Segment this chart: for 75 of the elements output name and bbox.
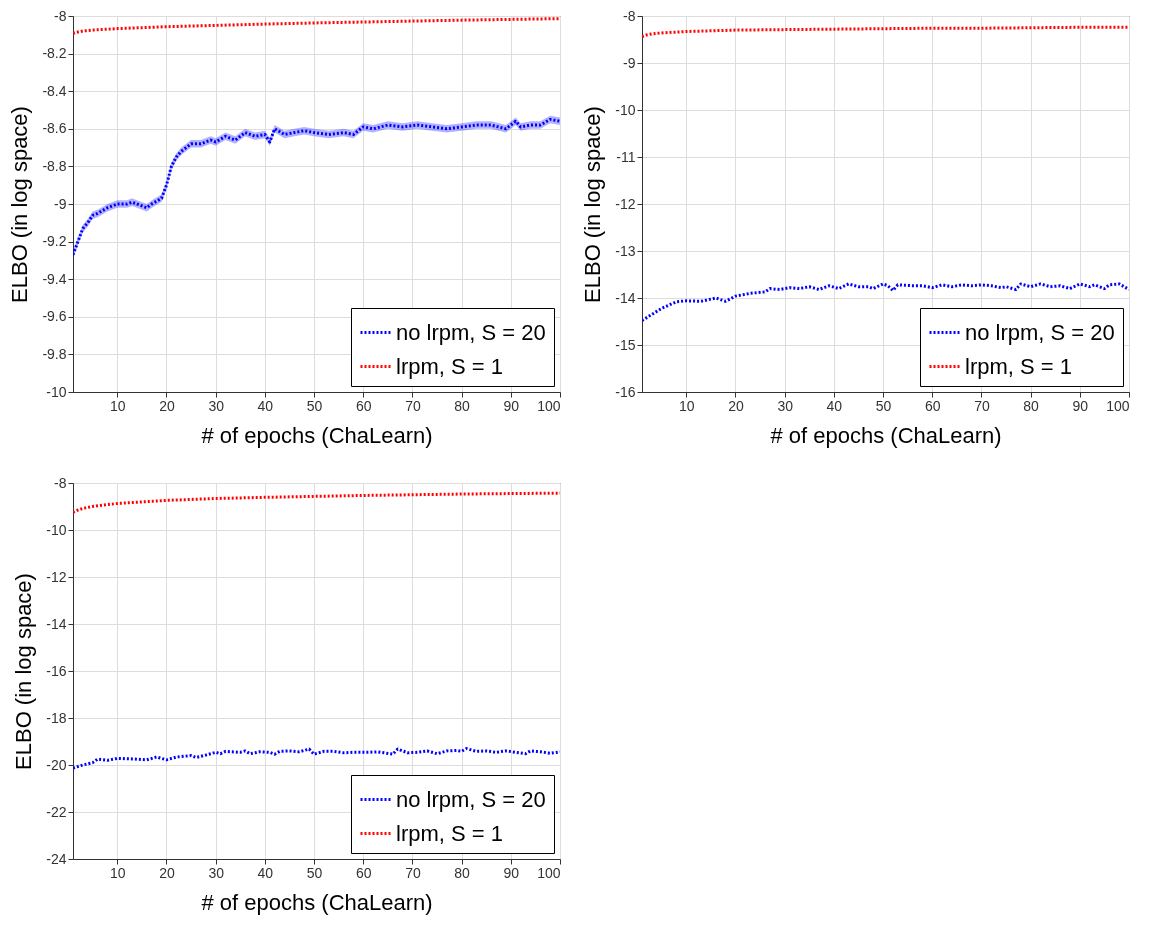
legend-label: no lrpm, S = 20 (396, 319, 546, 345)
y-tick-label: -15 (615, 336, 636, 353)
y-tick-label: -8.8 (42, 157, 67, 174)
x-tick-label: 90 (503, 864, 520, 881)
x-tick-label: 10 (109, 864, 126, 881)
y-tick-label: -9 (54, 195, 67, 212)
y-tick-label: -16 (46, 662, 67, 679)
x-tick-label: 60 (355, 864, 372, 881)
x-axis-title: # of epochs (ChaLearn) (770, 422, 1002, 448)
y-tick-label: -13 (615, 242, 636, 259)
y-tick-label: -24 (46, 850, 67, 867)
y-tick-label: -18 (46, 709, 67, 726)
x-tick-label: 50 (306, 864, 323, 881)
x-tick-label: 20 (159, 397, 175, 414)
y-tick-label: -16 (615, 383, 636, 400)
x-tick-label: 40 (826, 397, 843, 414)
y-tick-label: -8 (623, 7, 636, 24)
x-axis-title: # of epochs (ChaLearn) (201, 889, 433, 915)
x-tick-label: 40 (257, 397, 274, 414)
x-tick-label: 100 (537, 864, 561, 881)
x-tick-label: 30 (208, 864, 225, 881)
x-tick-label: 80 (454, 397, 471, 414)
y-tick-label: -10 (615, 101, 636, 118)
legend-label: lrpm, S = 1 (396, 820, 503, 846)
x-tick-label: 50 (306, 397, 323, 414)
x-tick-label: 50 (875, 397, 892, 414)
y-tick-label: -8.6 (42, 120, 67, 137)
line-series (642, 282, 1129, 323)
y-tick-label: -8.4 (42, 82, 67, 99)
y-axis-title: ELBO (in log space) (11, 573, 37, 770)
y-tick-label: -9.4 (42, 270, 67, 287)
y-tick-label: -8 (54, 7, 67, 24)
line-series (73, 747, 560, 770)
x-tick-label: 90 (1072, 397, 1089, 414)
y-tick-label: -9.2 (42, 233, 67, 250)
x-tick-label: 60 (355, 397, 372, 414)
x-tick-label: 20 (728, 397, 744, 414)
x-tick-label: 100 (1106, 397, 1130, 414)
y-tick-label: -9.6 (42, 308, 67, 325)
x-tick-label: 10 (109, 397, 126, 414)
y-tick-label: -12 (615, 195, 636, 212)
y-tick-label: -8 (54, 474, 67, 491)
y-tick-label: -14 (46, 615, 67, 632)
y-tick-label: -8.2 (42, 45, 67, 62)
x-tick-label: 20 (159, 864, 175, 881)
x-axis-title: # of epochs (ChaLearn) (201, 422, 433, 448)
x-tick-label: 30 (208, 397, 225, 414)
x-tick-label: 70 (405, 397, 421, 414)
legend-label: no lrpm, S = 20 (965, 319, 1115, 345)
line-series (73, 491, 560, 514)
y-axis-title: ELBO (in log space) (7, 106, 33, 303)
y-tick-label: -9.8 (42, 345, 67, 362)
y-tick-label: -20 (46, 756, 67, 773)
y-tick-label: -10 (46, 383, 67, 400)
x-tick-label: 10 (678, 397, 695, 414)
x-tick-label: 70 (405, 864, 421, 881)
x-tick-label: 40 (257, 864, 274, 881)
legend-label: lrpm, S = 1 (965, 353, 1072, 379)
legend-label: no lrpm, S = 20 (396, 786, 546, 812)
y-axis-title: ELBO (in log space) (580, 106, 606, 303)
x-tick-label: 80 (454, 864, 471, 881)
x-tick-label: 60 (924, 397, 941, 414)
x-tick-label: 100 (537, 397, 561, 414)
x-tick-label: 90 (503, 397, 520, 414)
y-tick-label: -11 (616, 148, 636, 165)
y-tick-label: -10 (46, 521, 67, 538)
line-series (642, 25, 1129, 39)
y-tick-label: -9 (623, 54, 636, 71)
x-tick-label: 80 (1023, 397, 1040, 414)
y-tick-label: -12 (46, 568, 67, 585)
x-tick-label: 70 (974, 397, 990, 414)
legend-label: lrpm, S = 1 (396, 353, 503, 379)
y-tick-label: -14 (615, 289, 636, 306)
x-tick-label: 30 (777, 397, 794, 414)
y-tick-label: -22 (46, 803, 67, 820)
